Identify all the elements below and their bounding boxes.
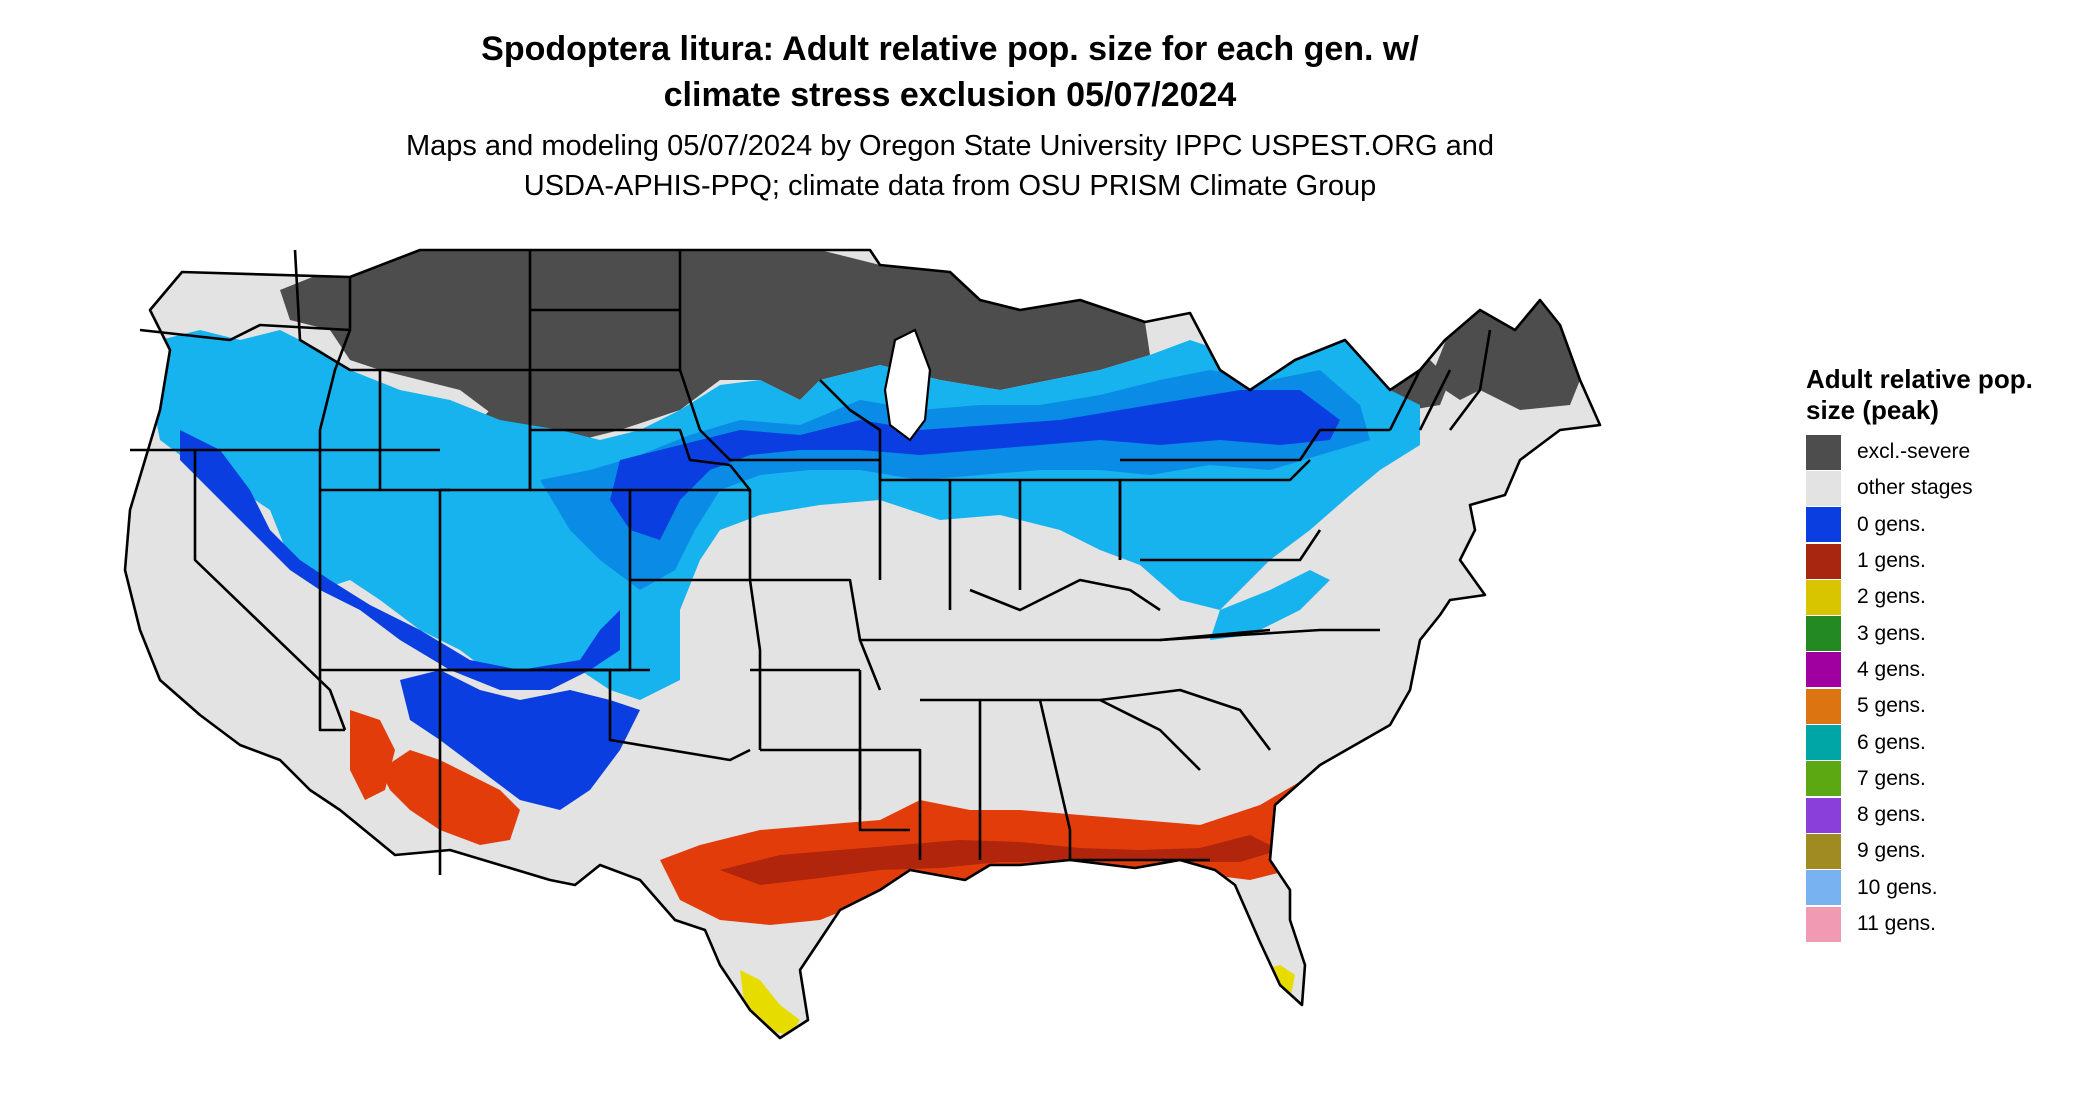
- legend-label: 9 gens.: [1857, 839, 1926, 863]
- border-id-west: [318, 277, 352, 450]
- lake-michigan: [883, 328, 932, 442]
- border-ga-sc: [1040, 698, 1201, 771]
- map-subtitle: Maps and modeling 05/07/2024 by Oregon S…: [0, 126, 1900, 206]
- legend-title: Adult relative pop. size (peak): [1806, 364, 2033, 425]
- region-gen0-southwest: [400, 670, 640, 810]
- legend-swatch: [1806, 688, 1841, 724]
- legend-items: excl.-severe other stages 0 gens. 1 gens. 2 …: [1806, 434, 2036, 942]
- map-title: Spodoptera litura: Adult relative pop. s…: [0, 26, 1900, 118]
- legend-item: 6 gens.: [1806, 724, 2036, 761]
- legend-item: 1 gens.: [1806, 543, 2036, 579]
- region-gen0-tn: [1210, 570, 1330, 640]
- legend-item: 11 gens.: [1806, 906, 2036, 942]
- legend-item: 4 gens.: [1806, 652, 2036, 688]
- region-gen1-south-dark: [720, 835, 1280, 885]
- us-outline: [123, 248, 1602, 1040]
- state-borders: [123, 248, 1602, 1040]
- us-map: [123, 248, 1602, 1040]
- legend-swatch: [1806, 470, 1841, 506]
- legend-label: 0 gens.: [1857, 512, 1926, 536]
- title-line-1: Spodoptera litura: Adult relative pop. s…: [481, 30, 1419, 68]
- legend-item: 9 gens.: [1806, 833, 2036, 869]
- region-gen2-florida: [1240, 965, 1295, 1008]
- legend-item: 3 gens.: [1806, 615, 2036, 652]
- legend-swatch: [1806, 652, 1841, 688]
- border-oh-pa: [1118, 459, 1311, 560]
- legend: Adult relative pop. size (peak) excl.-se…: [1806, 364, 2036, 942]
- legend-swatch: [1806, 725, 1841, 761]
- legend-swatch: [1806, 616, 1841, 652]
- legend-swatch: [1806, 833, 1841, 869]
- border-ca-nv: [193, 450, 347, 731]
- legend-item: other stages: [1806, 470, 2036, 506]
- border-la-ms: [858, 670, 922, 860]
- legend-item: 2 gens.: [1806, 579, 2036, 615]
- border-ne-ks: [528, 430, 750, 492]
- legend-swatch: [1806, 761, 1841, 797]
- legend-label: excl.-severe: [1857, 440, 1971, 464]
- legend-item: 0 gens.: [1806, 507, 2036, 543]
- legend-label: 3 gens.: [1857, 621, 1926, 645]
- legend-label: 1 gens.: [1857, 549, 1926, 573]
- legend-label: 4 gens.: [1857, 657, 1926, 681]
- border-nc-sc: [1099, 688, 1272, 751]
- legend-label: 8 gens.: [1857, 803, 1926, 827]
- border-new-england: [1388, 329, 1492, 431]
- border-id-mt: [293, 249, 380, 372]
- border-mn-ia: [678, 250, 820, 462]
- legend-swatch: [1806, 543, 1841, 579]
- legend-label: 7 gens.: [1857, 766, 1926, 790]
- model-regions: [150, 250, 1580, 1035]
- legend-item: 5 gens.: [1806, 688, 2036, 724]
- legend-swatch: [1806, 434, 1841, 470]
- legend-swatch: [1806, 507, 1841, 543]
- legend-swatch: [1806, 579, 1841, 615]
- border-ok-tx: [550, 668, 751, 762]
- region-excluded-north: [280, 250, 1150, 450]
- title-line-2: climate stress exclusion 05/07/2024: [663, 76, 1237, 114]
- region-gen0-dark: [610, 390, 1340, 540]
- legend-swatch: [1806, 797, 1841, 833]
- legend-item: 7 gens.: [1806, 761, 2036, 797]
- subtitle-line-1: Maps and modeling 05/07/2024 by Oregon S…: [405, 130, 1495, 162]
- border-al-ga: [980, 698, 1072, 860]
- border-ky-oh: [969, 578, 1161, 612]
- legend-item: excl.-severe: [1806, 434, 2036, 470]
- legend-swatch: [1806, 906, 1841, 942]
- border-mt-nd: [528, 250, 680, 370]
- legend-label: 6 gens.: [1857, 730, 1926, 754]
- legend-label: other stages: [1857, 476, 1973, 500]
- legend-label: 11 gens.: [1857, 912, 1937, 935]
- border-pa-md: [1140, 529, 1322, 562]
- border-wi-mi: [819, 379, 882, 480]
- region-gen0-west: [180, 430, 620, 690]
- border-va-nc: [1159, 628, 1380, 642]
- legend-item: 8 gens.: [1806, 797, 2036, 833]
- border-wa-or: [139, 323, 351, 342]
- region-gen1-arizona: [380, 750, 520, 845]
- legend-label: 2 gens.: [1857, 585, 1926, 609]
- border-mo-ar: [750, 578, 882, 691]
- legend-item: 10 gens.: [1806, 870, 2036, 906]
- legend-label: 5 gens.: [1857, 694, 1926, 718]
- region-excluded-northeast: [1430, 300, 1580, 410]
- region-gen1-california: [350, 710, 395, 800]
- subtitle-line-2: USDA-APHIS-PPQ; climate data from OSU PR…: [523, 170, 1377, 202]
- border-pa-ny: [1120, 428, 1390, 462]
- legend-swatch: [1806, 870, 1841, 906]
- legend-label: 10 gens.: [1857, 875, 1938, 899]
- border-ut-co: [320, 488, 442, 670]
- border-sd-ne: [528, 370, 731, 467]
